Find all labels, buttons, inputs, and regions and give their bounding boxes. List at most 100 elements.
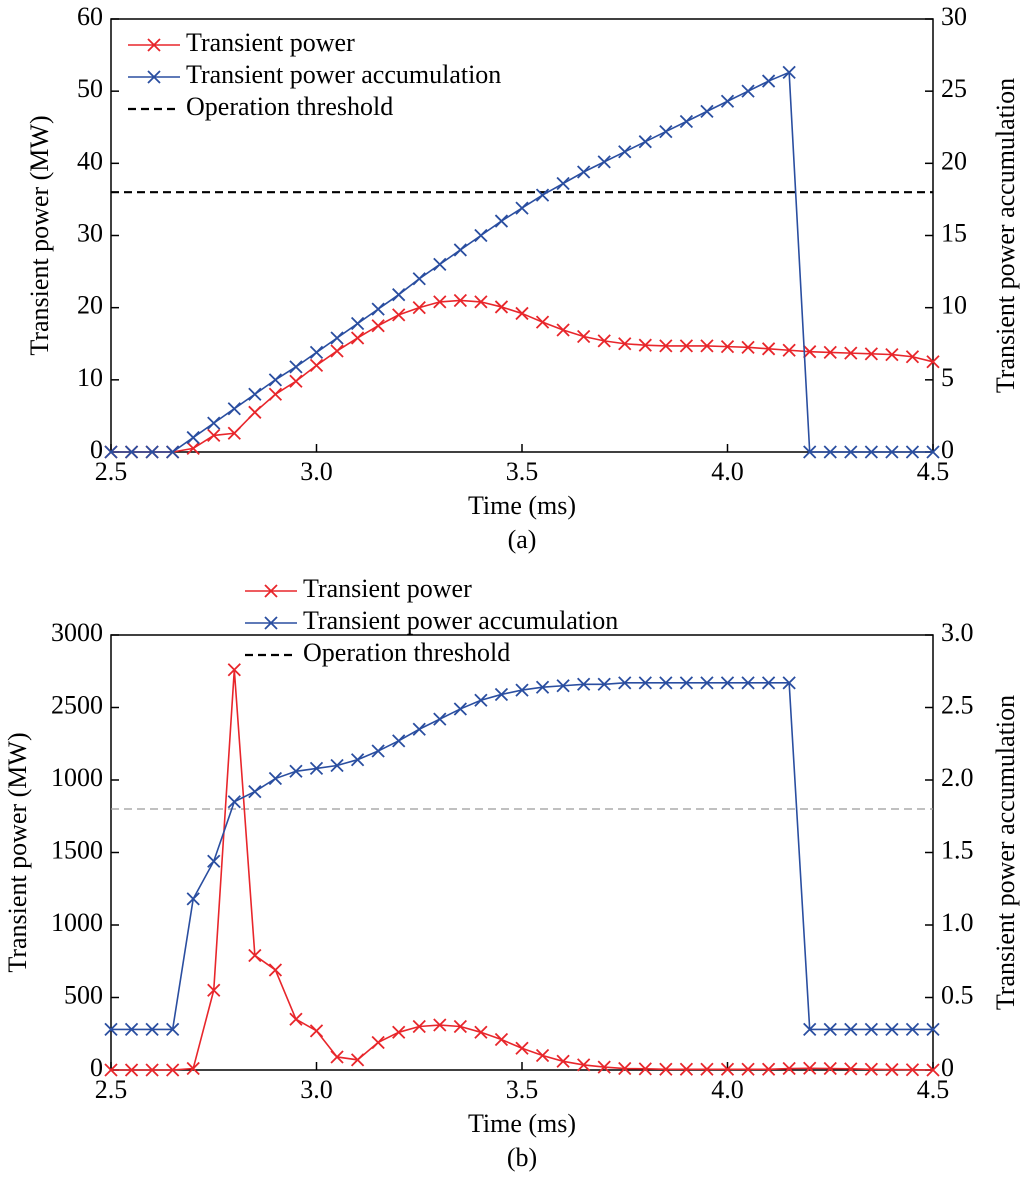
data-point: [104, 1063, 118, 1077]
data-point: [371, 1035, 385, 1050]
data-point: [741, 84, 755, 98]
data-point: [844, 1062, 858, 1076]
data-point: [659, 339, 673, 353]
x-tick-label: 3.0: [300, 1075, 333, 1104]
data-point: [679, 676, 694, 690]
data-point: [186, 1061, 200, 1076]
y2-tick-label: 15: [941, 218, 967, 247]
series-line: [111, 682, 933, 1031]
data-point: [700, 1062, 714, 1076]
data-point: [124, 1022, 139, 1037]
x-axis-label: Time (ms): [468, 1109, 576, 1138]
data-point: [926, 355, 940, 369]
data-point: [782, 65, 796, 80]
x-tick-label: 3.0: [300, 457, 333, 486]
y2-tick-label: 0: [941, 435, 954, 464]
data-point: [700, 104, 714, 119]
data-point: [659, 676, 673, 690]
data-point: [720, 676, 735, 690]
y-tick-label: 30: [77, 218, 103, 247]
y2-tick-label: 10: [941, 291, 967, 320]
data-point: [864, 1022, 878, 1037]
data-point: [124, 1063, 139, 1077]
data-point: [905, 1022, 920, 1037]
data-point: [104, 445, 118, 459]
x-tick-label: 2.5: [95, 457, 128, 486]
y2-tick-label: 0: [941, 1053, 954, 1082]
data-point: [371, 744, 385, 758]
data-point: [618, 676, 632, 690]
data-point: [330, 344, 344, 358]
data-point: [371, 319, 385, 333]
y-tick-label: 500: [64, 980, 103, 1009]
data-point: [638, 135, 652, 149]
y-tick-label: 50: [77, 74, 103, 103]
y2-tick-label: 3.0: [941, 618, 974, 647]
data-point: [885, 347, 899, 362]
y2-tick-label: 30: [941, 2, 967, 31]
data-point: [268, 373, 283, 387]
data-point: [926, 445, 940, 459]
data-point: [535, 680, 550, 694]
data-point: [535, 1048, 550, 1063]
data-point: [186, 892, 200, 906]
data-point: [844, 445, 858, 459]
data-point: [761, 74, 776, 88]
data-point: [392, 308, 406, 322]
y2-tick-label: 5: [941, 363, 954, 392]
x-tick-label: 2.5: [95, 1075, 128, 1104]
data-point: [433, 295, 447, 309]
series-line: [111, 299, 934, 453]
data-point: [905, 1063, 920, 1077]
x-tick-label: 4.0: [711, 1075, 744, 1104]
data-point: [207, 428, 221, 443]
data-point: [638, 676, 652, 690]
legend-label: Transient power: [186, 28, 355, 57]
data-point: [289, 1012, 303, 1026]
data-point: [494, 1032, 509, 1047]
data-point: [186, 441, 200, 456]
data-point: [412, 301, 426, 315]
y2-axis-label: Transient power accumulation: [991, 78, 1020, 393]
data-point: [474, 693, 488, 707]
y-tick-label: 40: [77, 146, 103, 175]
data-point: [761, 342, 776, 356]
data-point: [885, 1022, 899, 1037]
data-point: [145, 1063, 159, 1077]
data-point: [124, 445, 139, 459]
data-point: [556, 176, 570, 191]
data-point: [823, 345, 837, 360]
data-point: [309, 345, 324, 360]
data-point: [309, 358, 324, 373]
y-tick-label: 1000: [51, 763, 103, 792]
data-point: [515, 306, 529, 321]
y-tick-label: 3000: [51, 618, 103, 647]
legend-marker: [147, 38, 161, 52]
data-point: [392, 734, 406, 748]
y2-tick-label: 2.0: [941, 763, 974, 792]
data-point: [803, 1022, 817, 1037]
data-point: [618, 145, 632, 159]
y2-tick-label: 1.5: [941, 835, 974, 864]
data-point: [803, 445, 817, 459]
legend-marker: [264, 616, 278, 630]
data-point: [268, 963, 283, 977]
data-point: [227, 426, 241, 440]
y-tick-label: 2500: [51, 690, 103, 719]
y2-tick-label: 2.5: [941, 690, 974, 719]
y2-tick-label: 1.0: [941, 908, 974, 937]
data-point: [741, 340, 755, 354]
data-point: [227, 663, 241, 677]
y-tick-label: 0: [90, 1053, 103, 1082]
y2-tick-label: 20: [941, 146, 967, 175]
data-point: [289, 374, 303, 388]
data-point: [412, 272, 426, 286]
data-point: [535, 188, 550, 202]
legend-label: Operation threshold: [303, 638, 510, 667]
data-point: [330, 1050, 344, 1064]
data-point: [166, 1063, 180, 1077]
data-point: [515, 1041, 529, 1055]
data-point: [577, 677, 591, 691]
data-point: [453, 1019, 467, 1034]
